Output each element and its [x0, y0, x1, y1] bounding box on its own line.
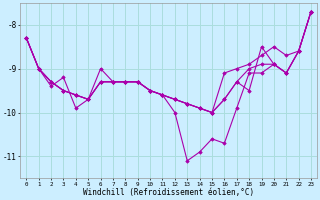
X-axis label: Windchill (Refroidissement éolien,°C): Windchill (Refroidissement éolien,°C) [83, 188, 254, 197]
